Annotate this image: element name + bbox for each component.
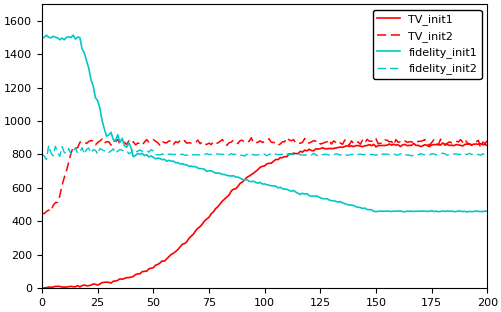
TV_init2 <box>284 136 290 139</box>
TV_init1 <box>279 156 285 159</box>
TV_init2 <box>203 143 209 146</box>
fidelity_init2 <box>230 153 236 156</box>
TV_init2 <box>81 140 87 144</box>
fidelity_init2 <box>450 152 456 156</box>
fidelity_init1 <box>448 209 454 213</box>
fidelity_init2 <box>46 144 52 147</box>
Legend: TV_init1, TV_init2, fidelity_init1, fidelity_init2: TV_init1, TV_init2, fidelity_init1, fide… <box>372 10 481 79</box>
fidelity_init1 <box>228 174 234 178</box>
fidelity_init2 <box>83 148 89 151</box>
fidelity_init2 <box>205 153 211 157</box>
fidelity_init2 <box>483 152 489 156</box>
Line: TV_init2: TV_init2 <box>42 138 486 214</box>
TV_init2 <box>39 211 45 215</box>
fidelity_init1 <box>39 37 45 40</box>
Line: TV_init1: TV_init1 <box>42 143 486 288</box>
fidelity_init2 <box>39 153 45 156</box>
fidelity_init1 <box>483 209 489 213</box>
TV_init1 <box>201 219 207 223</box>
fidelity_init1 <box>203 169 209 173</box>
fidelity_init1 <box>41 35 47 39</box>
TV_init2 <box>228 140 234 144</box>
TV_init1 <box>483 144 489 148</box>
TV_init1 <box>439 141 445 145</box>
fidelity_init1 <box>81 51 87 55</box>
fidelity_init2 <box>284 152 290 156</box>
TV_init2 <box>450 140 456 144</box>
fidelity_init2 <box>44 158 50 161</box>
TV_init1 <box>39 286 45 290</box>
fidelity_init1 <box>281 187 287 191</box>
Line: fidelity_init1: fidelity_init1 <box>42 35 486 212</box>
TV_init1 <box>448 143 454 147</box>
TV_init2 <box>281 140 287 144</box>
TV_init2 <box>483 139 489 143</box>
fidelity_init1 <box>70 33 76 37</box>
TV_init2 <box>44 210 50 213</box>
TV_init1 <box>225 193 231 197</box>
TV_init2 <box>41 212 47 216</box>
TV_init1 <box>41 286 47 290</box>
Line: fidelity_init2: fidelity_init2 <box>42 145 486 159</box>
fidelity_init2 <box>41 154 47 158</box>
TV_init1 <box>79 284 85 287</box>
fidelity_init1 <box>463 210 469 214</box>
